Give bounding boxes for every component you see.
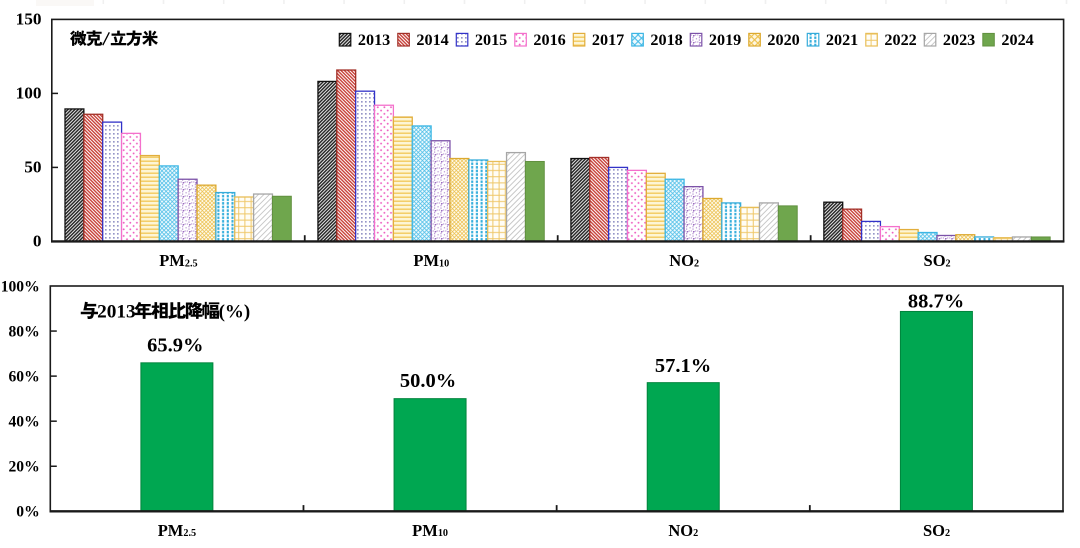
- svg-text:60%: 60%: [9, 369, 40, 386]
- svg-text:2018: 2018: [650, 31, 682, 49]
- svg-text:SO2: SO2: [923, 521, 950, 540]
- svg-text:0: 0: [33, 232, 42, 251]
- svg-text:50.0%: 50.0%: [400, 370, 456, 392]
- svg-text:0%: 0%: [16, 504, 39, 521]
- svg-text:100%: 100%: [1, 278, 40, 295]
- svg-text:80%: 80%: [9, 323, 40, 340]
- svg-text:2022: 2022: [884, 31, 916, 49]
- svg-text:2014: 2014: [416, 31, 448, 49]
- svg-text:2015: 2015: [475, 31, 507, 49]
- svg-text:100: 100: [16, 84, 42, 103]
- svg-text:2013: 2013: [358, 31, 390, 49]
- svg-text:50: 50: [24, 158, 41, 177]
- svg-text:2021: 2021: [826, 31, 858, 49]
- svg-text:NO2: NO2: [669, 251, 699, 270]
- svg-text:2016: 2016: [533, 31, 565, 49]
- svg-text:2024: 2024: [1001, 31, 1033, 49]
- svg-text:2017: 2017: [592, 31, 624, 49]
- svg-text:(%): (%): [219, 302, 251, 323]
- svg-text:20%: 20%: [9, 459, 40, 476]
- svg-text:2019: 2019: [709, 31, 741, 49]
- svg-text:40%: 40%: [9, 414, 40, 431]
- svg-text:65.9%: 65.9%: [147, 335, 203, 357]
- svg-text:88.7%: 88.7%: [908, 290, 964, 312]
- svg-text:SO2: SO2: [924, 251, 951, 270]
- svg-text:2020: 2020: [767, 31, 799, 49]
- svg-text:57.1%: 57.1%: [655, 355, 711, 377]
- svg-text:150: 150: [16, 10, 42, 29]
- svg-text:2013: 2013: [97, 302, 136, 323]
- svg-text:NO2: NO2: [668, 521, 698, 540]
- svg-text:2023: 2023: [943, 31, 975, 49]
